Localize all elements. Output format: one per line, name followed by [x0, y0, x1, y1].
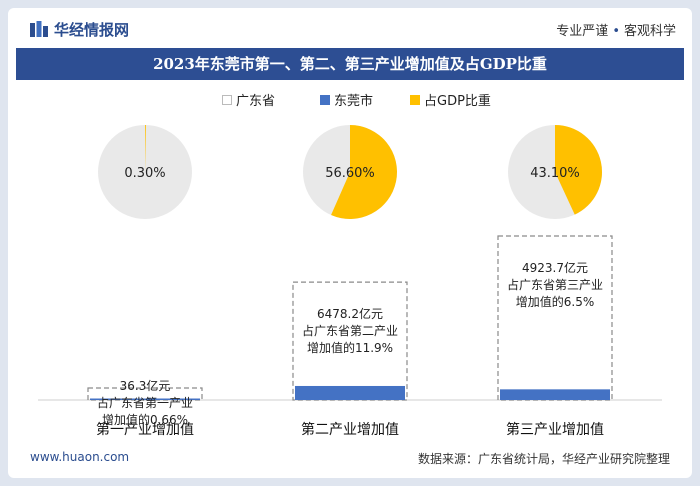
x-tick-label-2: 第二产业增加值	[301, 421, 399, 438]
bar-label-amount-3: 4923.7亿元	[522, 260, 588, 275]
legend-swatch-share	[410, 94, 420, 105]
pie-slice-share-2	[331, 125, 397, 219]
bar-label-line3-3: 增加值的6.5%	[516, 294, 595, 309]
legend-label-dongguan: 东莞市	[334, 94, 374, 109]
bar-label-line2-2: 占广东省第二产业	[302, 323, 398, 338]
legend-swatch-dongguan	[320, 94, 330, 105]
pie-label-2: 56.60%	[325, 166, 375, 181]
bar-label-line3-2: 增加值的11.9%	[307, 340, 393, 355]
slogan-right: 客观科学	[623, 24, 676, 39]
legend-item-guangdong: 广东省	[222, 90, 275, 109]
bar-label-line2-1: 占广东省第一产业	[97, 395, 193, 410]
legend-swatch-guangdong	[222, 94, 232, 105]
footer-url: www.huaon.com	[30, 450, 130, 464]
brand-name: 华经情报网	[54, 21, 130, 39]
pie-slice-share-3	[555, 125, 602, 215]
legend-label-guangdong: 广东省	[236, 94, 276, 109]
bar-label-line2-3: 占广东省第三产业	[507, 277, 603, 292]
bar-dongguan-2	[295, 385, 405, 400]
bar-dongguan-3	[500, 389, 610, 400]
bar-label-line3-1: 增加值的0.66%	[102, 412, 188, 427]
chart-card: 华经情报网 专业严谨 • 客观科学 2023年东莞市第一、第二、第三产业增加值及占G…	[8, 8, 692, 478]
x-tick-label-3: 第三产业增加值	[506, 421, 604, 438]
legend-item-share: 占GDP比重	[410, 90, 491, 109]
pie-slice-share-1	[145, 125, 146, 172]
bar-label-amount-2: 6478.2亿元	[317, 306, 383, 321]
legend-label-share: 占GDP比重	[424, 94, 491, 109]
bar-guangdong-1	[87, 387, 203, 401]
chart-title: 2023年东莞市第一、第二、第三产业增加值及占GDP比重	[16, 48, 684, 80]
slogan: 专业严谨 • 客观科学	[556, 20, 676, 39]
top-bar: 华经情报网 专业严谨 • 客观科学	[8, 8, 692, 48]
pie-label-3: 43.10%	[530, 166, 580, 181]
legend-item-dongguan: 东莞市	[320, 90, 373, 109]
legend: 广东省 东莞市 占GDP比重	[8, 90, 692, 110]
slogan-left: 专业严谨	[556, 24, 609, 39]
bar-guangdong-3	[497, 235, 613, 401]
footer-source: 数据来源：广东省统计局，华经产业研究院整理	[417, 452, 670, 466]
bar-dongguan-1	[90, 398, 200, 400]
brand-logo-icon	[30, 21, 48, 37]
pie-label-1: 0.30%	[124, 166, 165, 181]
slogan-separator: •	[612, 24, 620, 39]
x-tick-label-1: 第一产业增加值	[96, 421, 194, 438]
bar-label-amount-1: 36.3亿元	[120, 378, 171, 393]
